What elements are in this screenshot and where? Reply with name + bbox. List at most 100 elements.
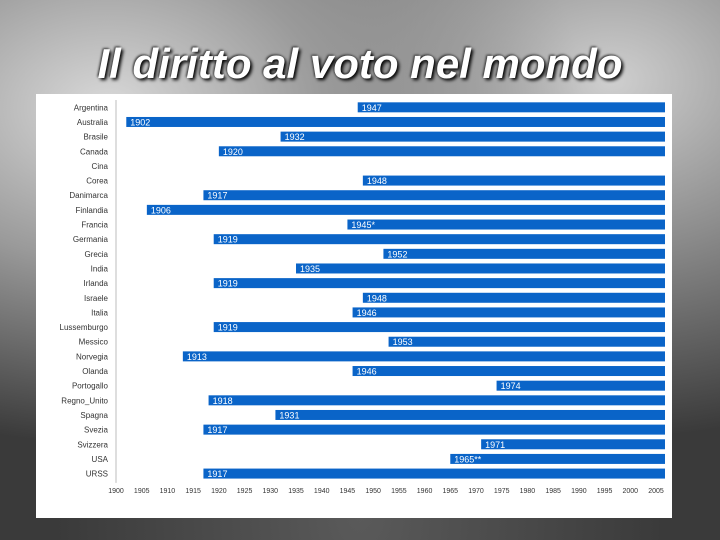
x-tick-label: 1970	[468, 488, 484, 495]
data-bar	[296, 263, 665, 274]
category-label: Spagna	[80, 411, 108, 420]
x-tick-label: 1945	[340, 488, 356, 495]
category-label: Canada	[80, 147, 109, 156]
voting-rights-chart: Argentina 1947 Australia 1902 Brasile 1932 Can…	[60, 100, 666, 495]
category-label: India	[91, 264, 109, 273]
category-label: Svizzera	[77, 440, 108, 449]
data-label: 1917	[207, 425, 227, 435]
data-label: 1946	[357, 367, 377, 377]
data-label: 1917	[207, 469, 227, 479]
data-bar	[347, 219, 665, 230]
category-label: Brasile	[84, 133, 109, 142]
category-label: Italia	[91, 308, 108, 317]
data-label: 1906	[151, 205, 171, 215]
data-bar	[388, 336, 665, 347]
category-label: Danimarca	[69, 191, 108, 200]
data-bar	[496, 380, 665, 391]
category-label: Francia	[81, 221, 108, 230]
data-label: 1952	[387, 249, 407, 259]
category-label: Finlandia	[76, 206, 109, 215]
data-bar	[481, 439, 665, 450]
x-tick-label: 1990	[571, 488, 587, 495]
data-bar	[213, 322, 665, 333]
data-bar	[213, 278, 665, 289]
data-label: 1919	[218, 235, 238, 245]
data-bar	[213, 234, 665, 245]
x-tick-label: 1915	[185, 488, 201, 495]
x-tick-label: 1935	[288, 488, 304, 495]
category-label: USA	[92, 455, 109, 464]
x-tick-label: 1900	[108, 488, 124, 495]
data-label: 1920	[223, 147, 243, 157]
category-label: Australia	[77, 118, 109, 127]
x-tick-label: 1910	[160, 488, 176, 495]
data-bar	[450, 453, 665, 464]
category-label: Messico	[79, 338, 109, 347]
data-bar	[280, 131, 665, 142]
category-label: Germania	[73, 235, 109, 244]
category-label: Portogallo	[72, 382, 109, 391]
data-bar	[203, 424, 665, 435]
data-label: 1902	[130, 117, 150, 127]
x-tick-label: 1930	[262, 488, 278, 495]
data-label: 1946	[357, 308, 377, 318]
data-label: 1918	[213, 396, 233, 406]
x-tick-label: 1955	[391, 488, 407, 495]
data-label: 1935	[300, 264, 320, 274]
data-bar	[126, 116, 666, 127]
data-bar	[357, 102, 665, 113]
data-bar	[208, 395, 666, 406]
x-tick-label: 1905	[134, 488, 150, 495]
x-tick-label: 1975	[494, 488, 510, 495]
slide-title: Il diritto al voto nel mondo	[97, 40, 623, 87]
category-label: Olanda	[82, 367, 108, 376]
x-tick-label: 1940	[314, 488, 330, 495]
category-label: Argentina	[74, 103, 109, 112]
data-label: 1948	[367, 293, 387, 303]
chart-panel: Argentina 1947 Australia 1902 Brasile 1932 Can…	[36, 94, 672, 518]
data-bar	[203, 190, 665, 201]
x-tick-label: 2000	[622, 488, 638, 495]
category-label: Norvegia	[76, 352, 109, 361]
x-tick-label: 1960	[417, 488, 433, 495]
x-tick-label: 1925	[237, 488, 253, 495]
data-label: 1919	[218, 279, 238, 289]
data-bar	[362, 175, 665, 186]
x-tick-label: 1985	[545, 488, 561, 495]
data-bar	[182, 351, 665, 362]
data-label: 1931	[279, 410, 299, 420]
data-label: 1953	[393, 337, 413, 347]
x-tick-label: 1950	[365, 488, 381, 495]
data-label: 1947	[362, 103, 382, 113]
data-bar	[218, 146, 665, 157]
data-bar	[352, 366, 665, 377]
data-bar	[146, 204, 665, 215]
data-label: 1974	[501, 381, 521, 391]
category-label: URSS	[86, 470, 108, 479]
x-tick-label: 1965	[442, 488, 458, 495]
data-label: 1971	[485, 440, 505, 450]
category-label: Regno_Unito	[61, 396, 108, 405]
category-label: Irlanda	[84, 279, 109, 288]
data-label: 1945*	[351, 220, 375, 230]
category-label: Grecia	[84, 250, 108, 259]
category-label: Lussemburgo	[60, 323, 109, 332]
data-label: 1917	[207, 191, 227, 201]
x-tick-label: 1980	[520, 488, 536, 495]
data-bar	[362, 292, 665, 303]
x-tick-label: 2005	[648, 488, 664, 495]
category-label: Svezia	[84, 426, 109, 435]
data-label: 1919	[218, 323, 238, 333]
data-label: 1913	[187, 352, 207, 362]
data-bar	[275, 409, 665, 420]
data-bar	[203, 468, 665, 479]
category-label: Israele	[84, 294, 109, 303]
x-tick-label: 1995	[597, 488, 613, 495]
category-label: Corea	[86, 177, 108, 186]
data-bar	[352, 307, 665, 318]
data-label: 1932	[285, 132, 305, 142]
x-tick-label: 1920	[211, 488, 227, 495]
data-label: 1948	[367, 176, 387, 186]
data-bar	[383, 248, 665, 259]
data-label: 1965**	[454, 454, 482, 464]
